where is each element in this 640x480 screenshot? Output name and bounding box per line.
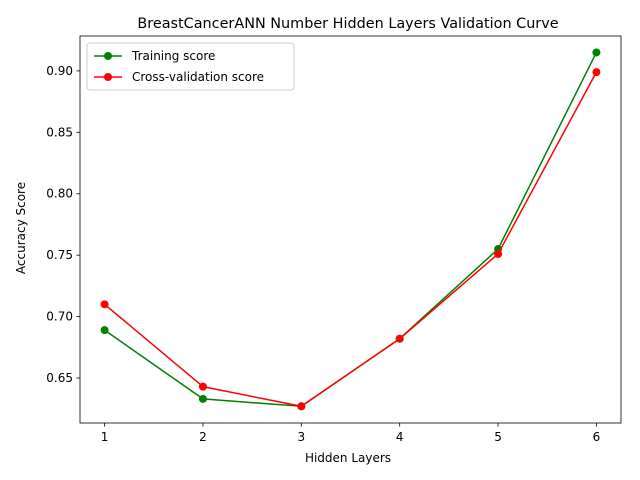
data-point xyxy=(198,394,207,403)
y-tick-label: 0.65 xyxy=(46,371,73,385)
legend-marker xyxy=(104,52,112,60)
plot-frame xyxy=(79,35,622,424)
data-point xyxy=(395,334,404,343)
legend-item: Cross-validation score xyxy=(94,70,264,84)
legend: Training score Cross-validation score xyxy=(86,42,295,91)
series-layer xyxy=(100,48,601,411)
data-point xyxy=(198,382,207,391)
data-point xyxy=(494,249,503,258)
x-axis-ticks: 1 2 3 4 5 6 xyxy=(101,423,600,444)
legend-item: Training score xyxy=(94,49,215,63)
y-axis-label: Accuracy Score xyxy=(14,182,28,274)
chart-title: BreastCancerANN Number Hidden Layers Val… xyxy=(137,16,558,32)
x-tick-label: 6 xyxy=(593,430,601,444)
x-tick-label: 5 xyxy=(494,430,502,444)
data-point xyxy=(592,48,601,57)
data-point xyxy=(100,300,109,309)
data-point xyxy=(297,402,306,411)
data-point xyxy=(592,68,601,77)
y-tick-label: 0.80 xyxy=(46,187,73,201)
legend-label: Training score xyxy=(131,49,215,63)
y-axis-ticks: 0.65 0.70 0.75 0.80 0.85 0.90 xyxy=(46,64,80,385)
y-tick-label: 0.90 xyxy=(46,64,73,78)
plot-area xyxy=(79,35,622,424)
legend-label: Cross-validation score xyxy=(132,70,264,84)
series-line xyxy=(104,71,598,408)
series-cross-validation xyxy=(100,68,601,411)
x-tick-label: 3 xyxy=(297,430,305,444)
y-tick-label: 0.85 xyxy=(46,125,73,139)
y-tick-label: 0.75 xyxy=(46,248,73,262)
y-tick-label: 0.70 xyxy=(46,310,73,324)
data-point xyxy=(100,326,109,335)
x-tick-label: 4 xyxy=(396,430,404,444)
legend-marker xyxy=(104,73,112,81)
legend-box xyxy=(86,42,295,91)
x-tick-label: 2 xyxy=(199,430,207,444)
x-axis-label: Hidden Layers xyxy=(305,451,391,465)
x-tick-label: 1 xyxy=(101,430,109,444)
